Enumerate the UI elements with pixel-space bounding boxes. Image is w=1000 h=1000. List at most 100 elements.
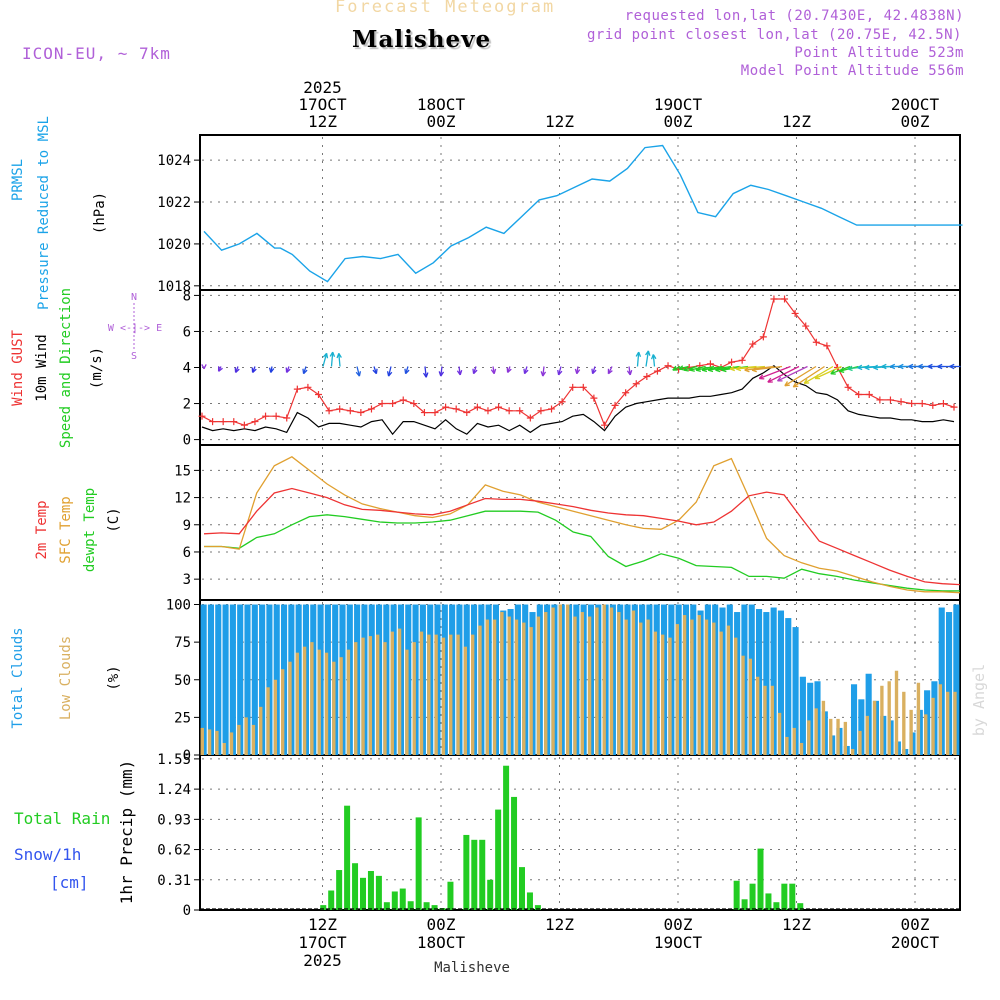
low-clouds-bar xyxy=(807,720,811,755)
wind-direction-arrow xyxy=(715,365,740,371)
dewpoint-line xyxy=(204,510,960,592)
grid-point-coords: grid point closest lon,lat (20.75E, 42.5… xyxy=(586,27,962,43)
wind-direction-arrow xyxy=(645,350,650,367)
wind-direction-arrow xyxy=(792,365,825,388)
wind-gust-marker xyxy=(516,407,524,415)
top-date-label-0: 17OCT xyxy=(298,95,347,114)
y-tick-label-pressure-0: 1018 xyxy=(157,279,191,295)
low-clouds-bar xyxy=(259,706,263,755)
low-clouds-bar xyxy=(375,634,380,755)
y-tick-label-wind-4: 8 xyxy=(183,288,191,304)
low-clouds-bar xyxy=(704,619,709,755)
wind-direction-arrowhead xyxy=(857,364,863,371)
wind-direction-arrowhead xyxy=(729,365,736,372)
wind-direction-label: Speed and Direction xyxy=(58,288,74,448)
wind-gust-marker xyxy=(537,407,545,415)
low-clouds-bar xyxy=(368,636,373,755)
precip-bar xyxy=(431,905,438,910)
wind-direction-arrowhead xyxy=(937,363,943,370)
wind-gust-marker xyxy=(378,400,386,408)
wind-gust-marker xyxy=(664,362,672,370)
low-clouds-bar xyxy=(222,742,226,755)
bottom-time-label-0: 12Z xyxy=(308,915,337,934)
low-clouds-label: Low Clouds xyxy=(58,636,74,720)
total-clouds-bar xyxy=(945,612,953,755)
total-clouds-bar xyxy=(858,699,865,755)
precip-bar xyxy=(757,848,764,910)
low-clouds-bar xyxy=(814,708,818,755)
low-clouds-bar xyxy=(419,631,424,755)
wind-direction-arrowhead xyxy=(672,365,678,371)
wind-gust-marker xyxy=(293,385,301,393)
low-clouds-bar xyxy=(587,616,592,755)
y-tick-label-temperature-3: 12 xyxy=(174,491,191,507)
y-tick-label-temperature-4: 15 xyxy=(174,463,191,479)
precip-bar xyxy=(487,879,494,910)
wind-direction-arrowhead xyxy=(949,363,955,370)
y-tick-label-precip-5: 1.55 xyxy=(157,752,191,768)
wind-gust-marker xyxy=(855,391,863,399)
low-clouds-bar xyxy=(478,625,482,755)
wind-direction-arrowhead xyxy=(927,363,933,370)
low-clouds-bar xyxy=(536,616,541,755)
low-clouds-bar xyxy=(821,700,826,755)
low-clouds-bar xyxy=(938,684,943,755)
wind-gust-marker xyxy=(622,389,630,397)
wind-gust-marker xyxy=(876,396,884,404)
wind-direction-arrowhead xyxy=(767,377,773,383)
low-clouds-bar xyxy=(719,631,723,755)
low-clouds-bar xyxy=(266,687,270,755)
y-tick-label-clouds-1: 25 xyxy=(174,710,191,726)
wind-direction-arrowhead xyxy=(689,366,695,372)
y-tick-label-wind-3: 6 xyxy=(183,324,191,340)
low-clouds-bar xyxy=(463,646,468,755)
y-tick-label-precip-3: 0.93 xyxy=(157,812,191,828)
panel-frame-precip xyxy=(199,754,961,911)
top-date-label-5: 20OCT xyxy=(891,95,940,114)
wind-gust-marker xyxy=(728,358,736,366)
top-time-label-3: 00Z xyxy=(664,112,693,131)
precip-bar xyxy=(781,883,788,910)
top-time-label-1: 00Z xyxy=(427,112,456,131)
y-tick-label-temperature-0: 3 xyxy=(183,572,191,588)
low-clouds-bar xyxy=(244,717,248,755)
wind-direction-arrowhead xyxy=(830,369,836,375)
low-clouds-bar xyxy=(332,661,336,755)
wind-direction-arrowhead xyxy=(251,367,257,373)
total-clouds-bar xyxy=(770,607,777,755)
top-time-label-4: 12Z xyxy=(782,112,811,131)
wind-gust-label: Wind GUST xyxy=(10,330,26,406)
low-clouds-bar xyxy=(529,627,533,755)
low-clouds-bar xyxy=(741,655,745,755)
low-clouds-bar xyxy=(456,634,460,755)
low-clouds-bar xyxy=(317,649,321,755)
wind-direction-arrow xyxy=(767,365,800,383)
low-clouds-bar xyxy=(770,685,774,755)
wind-gust-marker xyxy=(548,405,556,413)
wind-gust-marker xyxy=(939,400,947,408)
wind-direction-arrow xyxy=(751,365,783,371)
y-tick-label-temperature-2: 9 xyxy=(183,518,191,534)
wind-direction-arrowhead xyxy=(490,368,497,375)
wind-gust-marker xyxy=(272,412,280,420)
wind-direction-arrowhead xyxy=(386,371,393,377)
wind-gust-marker xyxy=(463,409,471,417)
wind-gust-marker xyxy=(325,407,333,415)
low-clouds-bar xyxy=(215,730,219,755)
low-clouds-bar xyxy=(931,697,935,755)
total-clouds-bar xyxy=(865,673,872,755)
wind-direction-arrowhead xyxy=(917,363,923,370)
low-clouds-bar xyxy=(441,637,446,755)
wind-gust-marker xyxy=(484,407,492,415)
wind-direction-arrowhead xyxy=(506,367,512,373)
low-clouds-bar xyxy=(843,721,848,755)
low-clouds-bar xyxy=(690,619,694,755)
precip-bar xyxy=(519,867,525,910)
wind-gust-marker xyxy=(844,383,852,391)
wind-direction-arrowhead xyxy=(784,381,790,387)
y-tick-label-clouds-4: 100 xyxy=(166,598,191,614)
low-clouds-bar xyxy=(288,661,292,755)
wind-direction-arrowhead xyxy=(404,368,410,375)
wind-gust-marker xyxy=(886,396,894,404)
precip-bar xyxy=(352,863,359,910)
